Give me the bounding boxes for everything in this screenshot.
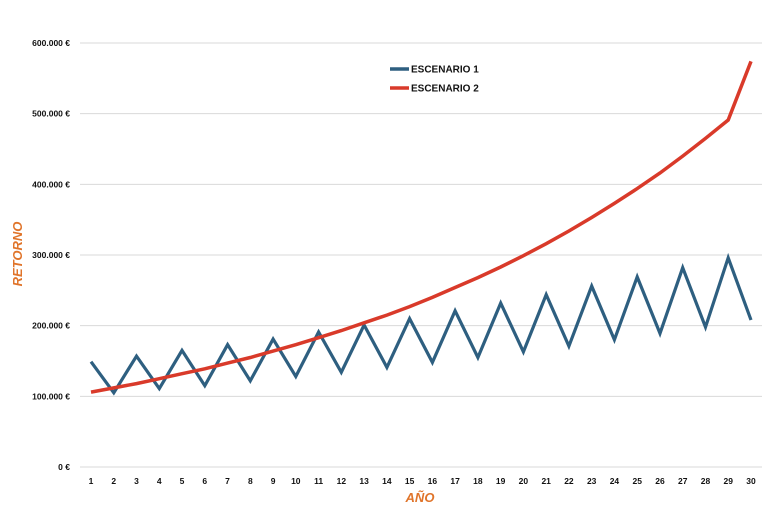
y-axis-title: RETORNO: [10, 222, 25, 287]
x-tick-label: 10: [291, 476, 301, 486]
x-tick-label: 15: [405, 476, 415, 486]
x-tick-label: 26: [655, 476, 665, 486]
x-tick-label: 21: [541, 476, 551, 486]
x-tick-label: 6: [202, 476, 207, 486]
x-tick-label: 4: [157, 476, 162, 486]
legend-label-1: ESCENARIO 1: [411, 65, 479, 76]
x-tick-label: 1: [89, 476, 94, 486]
x-tick-label: 14: [382, 476, 392, 486]
x-tick-label: 5: [180, 476, 185, 486]
x-tick-label: 19: [496, 476, 506, 486]
legend-label-2: ESCENARIO 2: [411, 84, 479, 95]
x-tick-label: 7: [225, 476, 230, 486]
x-tick-label: 23: [587, 476, 597, 486]
x-tick-label: 20: [519, 476, 529, 486]
y-tick-label: 400.000 €: [32, 179, 70, 189]
y-tick-label: 100.000 €: [32, 391, 70, 401]
x-tick-label: 16: [428, 476, 438, 486]
x-tick-label: 29: [724, 476, 734, 486]
series-lines: [89, 60, 753, 396]
x-tick-label: 11: [314, 476, 323, 486]
x-tick-label: 12: [337, 476, 347, 486]
x-axis-title: AÑO: [405, 490, 435, 505]
y-tick-label: 600.000 €: [32, 38, 70, 48]
x-tick-label: 2: [111, 476, 116, 486]
y-tick-label: 200.000 €: [32, 321, 70, 331]
x-axis-ticks: 1 2 3 4 5 6 7 8 9 10 11 12 13 14 15 16 17 18 19 20 21 22 23 24 2…: [89, 476, 756, 486]
x-tick-label: 22: [564, 476, 574, 486]
x-tick-label: 28: [701, 476, 711, 486]
x-tick-label: 9: [271, 476, 276, 486]
y-tick-label: 300.000 €: [32, 250, 70, 260]
y-axis-ticks: 0 € 100.000 € 200.000 € 300.000 € 400.000 € 5…: [32, 38, 70, 472]
x-tick-label: 25: [632, 476, 642, 486]
gridlines: [80, 42, 762, 468]
x-tick-label: 18: [473, 476, 483, 486]
x-tick-label: 8: [248, 476, 253, 486]
series-line-1: [89, 252, 753, 396]
x-tick-label: 30: [746, 476, 756, 486]
x-tick-label: 13: [359, 476, 369, 486]
x-tick-label: 27: [678, 476, 688, 486]
legend: ESCENARIO 1 ESCENARIO 2: [390, 65, 479, 95]
x-tick-label: 17: [450, 476, 460, 486]
y-tick-label: 500.000 €: [32, 109, 70, 119]
x-tick-label: 24: [610, 476, 620, 486]
series-line-2: [90, 60, 753, 394]
x-tick-label: 3: [134, 476, 139, 486]
y-tick-label: 0 €: [58, 462, 70, 472]
